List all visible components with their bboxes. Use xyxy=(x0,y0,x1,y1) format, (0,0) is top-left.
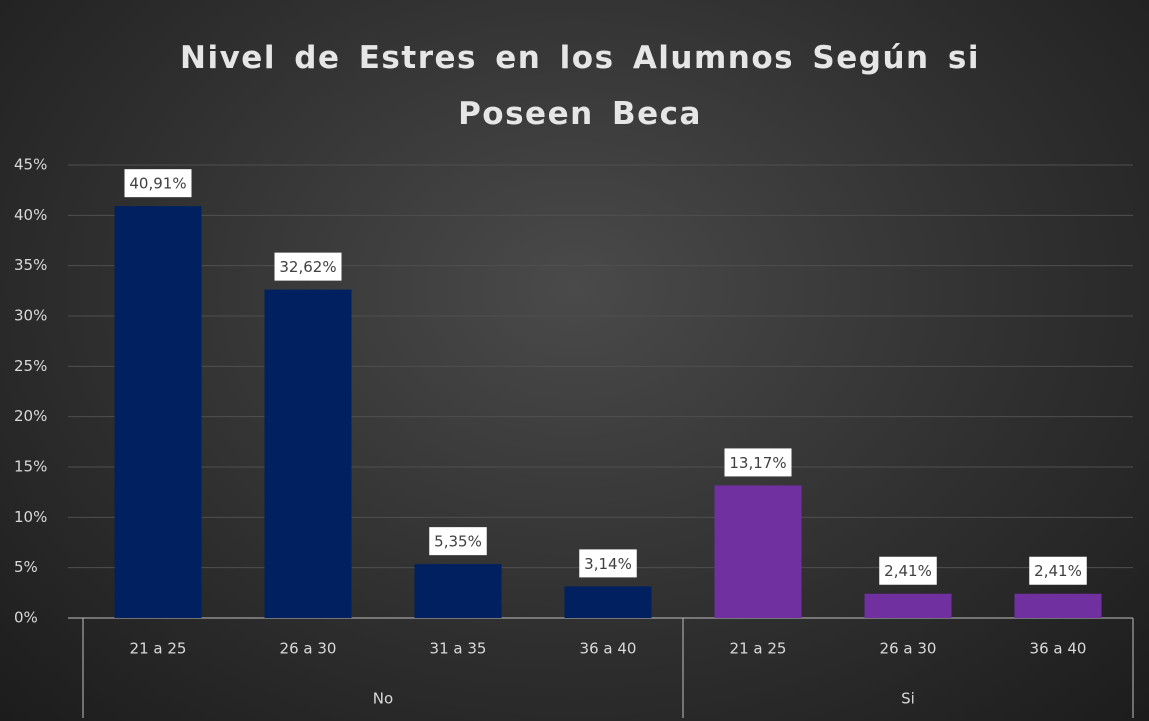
y-tick-label: 10% xyxy=(14,508,47,526)
bar xyxy=(714,485,802,618)
data-label: 40,91% xyxy=(129,175,186,193)
data-label-box xyxy=(1029,556,1087,585)
data-label: 5,35% xyxy=(434,533,482,551)
x-tick-label: 26 a 30 xyxy=(880,640,937,658)
y-tick-label: 15% xyxy=(14,458,47,476)
x-tick-label: 21 a 25 xyxy=(130,640,187,658)
x-tick-label: 21 a 25 xyxy=(730,640,787,658)
data-label: 32,62% xyxy=(279,258,336,276)
data-label-box xyxy=(274,252,342,281)
y-tick-label: 30% xyxy=(14,307,47,325)
data-label-box xyxy=(724,448,792,477)
data-label-box xyxy=(429,527,487,556)
bar xyxy=(564,586,652,618)
y-tick-label: 20% xyxy=(14,407,47,425)
y-tick-label: 0% xyxy=(14,609,38,627)
data-label-box xyxy=(879,556,937,585)
y-tick-label: 40% xyxy=(14,206,47,224)
y-tick-label: 35% xyxy=(14,256,47,274)
y-tick-label: 25% xyxy=(14,357,47,375)
bar xyxy=(264,289,352,618)
y-tick-label: 5% xyxy=(14,558,38,576)
y-tick-label: 45% xyxy=(14,156,47,174)
data-label-box xyxy=(124,169,192,198)
data-label: 3,14% xyxy=(584,555,632,573)
data-label: 2,41% xyxy=(884,562,932,580)
chart-title: Nivel de Estres en los Alumnos Según si … xyxy=(180,40,980,132)
data-label: 2,41% xyxy=(1034,562,1082,580)
group-label: Si xyxy=(901,690,915,708)
x-tick-label: 36 a 40 xyxy=(1030,640,1087,658)
bar xyxy=(114,206,202,618)
data-label-box xyxy=(579,549,637,578)
x-tick-label: 31 a 35 xyxy=(430,640,487,658)
x-tick-label: 26 a 30 xyxy=(280,640,337,658)
bar xyxy=(414,564,502,618)
group-label: No xyxy=(373,690,393,708)
data-label: 13,17% xyxy=(729,454,786,472)
bar xyxy=(1014,593,1102,618)
x-tick-label: 36 a 40 xyxy=(580,640,637,658)
bar xyxy=(864,593,952,618)
